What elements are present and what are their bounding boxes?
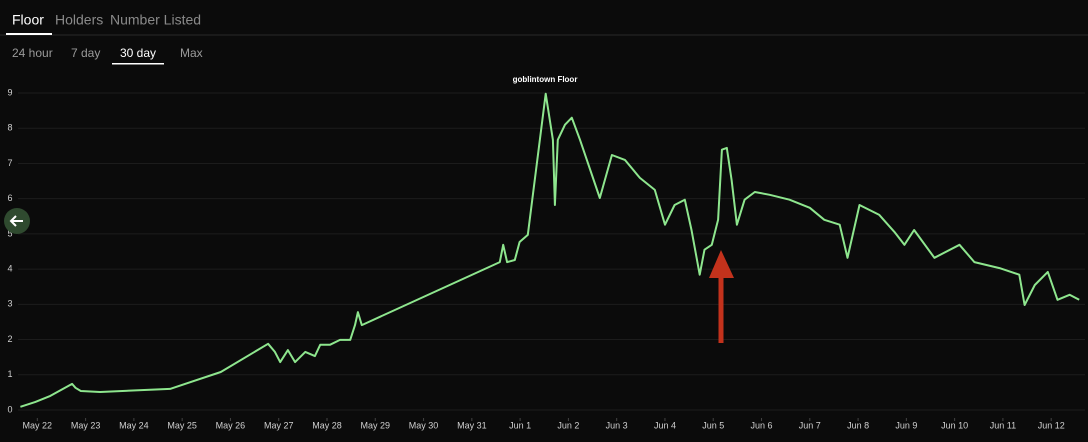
x-tick-label: Jun 1 — [509, 420, 531, 430]
x-tick-label: May 31 — [457, 420, 487, 430]
y-tick-label: 1 — [7, 369, 12, 379]
range-button[interactable]: 24 hour — [12, 46, 53, 60]
y-tick-label: 6 — [7, 193, 12, 203]
x-tick-label: May 26 — [216, 420, 246, 430]
x-tick-label: May 25 — [167, 420, 197, 430]
price-line — [20, 92, 1080, 408]
x-tick-label: May 28 — [312, 420, 342, 430]
x-tick-label: May 27 — [264, 420, 294, 430]
y-tick-label: 3 — [7, 299, 12, 309]
back-button[interactable] — [4, 208, 30, 234]
x-tick-label: May 22 — [23, 420, 53, 430]
x-tick-label: Jun 10 — [941, 420, 968, 430]
tab-underline — [6, 33, 52, 35]
x-tick-label: May 30 — [409, 420, 439, 430]
x-tick-label: Jun 4 — [654, 420, 676, 430]
tab[interactable]: Holders — [55, 12, 103, 28]
range-button[interactable]: 7 day — [71, 46, 100, 60]
x-tick-label: Jun 6 — [751, 420, 773, 430]
x-tick-label: Jun 12 — [1038, 420, 1065, 430]
chart-title: goblintown Floor — [513, 75, 578, 84]
x-tick-label: Jun 7 — [799, 420, 821, 430]
x-tick-label: Jun 9 — [895, 420, 917, 430]
y-tick-label: 2 — [7, 334, 12, 344]
x-tick-label: Jun 11 — [990, 420, 1016, 430]
x-tick-label: May 29 — [361, 420, 391, 430]
y-tick-label: 5 — [7, 228, 12, 238]
range-underline — [112, 63, 164, 65]
tab[interactable]: Number Listed — [110, 12, 201, 28]
y-tick-label: 0 — [7, 404, 12, 414]
tab[interactable]: Floor — [12, 12, 44, 28]
tab-bar: Floor Holders Number Listed 24 hour 7 day 30 … — [6, 12, 203, 65]
y-tick-label: 8 — [7, 123, 12, 133]
x-tick-label: Jun 5 — [702, 420, 724, 430]
chart: goblintown Floor 0 1 2 3 4 5 6 7 8 9 May 22 May 23 M… — [7, 75, 1085, 430]
x-tick-label: May 24 — [119, 420, 149, 430]
x-tick-label: Jun 2 — [557, 420, 579, 430]
range-button[interactable]: 30 day — [120, 46, 156, 60]
y-tick-label: 4 — [7, 263, 12, 273]
x-tick-label: Jun 3 — [606, 420, 628, 430]
x-tick-label: Jun 8 — [847, 420, 869, 430]
x-tick-label: May 23 — [71, 420, 101, 430]
y-tick-label: 7 — [7, 158, 12, 168]
y-tick-label: 9 — [7, 87, 12, 97]
red-arrow-annotation — [709, 250, 734, 343]
range-button[interactable]: Max — [180, 46, 203, 60]
